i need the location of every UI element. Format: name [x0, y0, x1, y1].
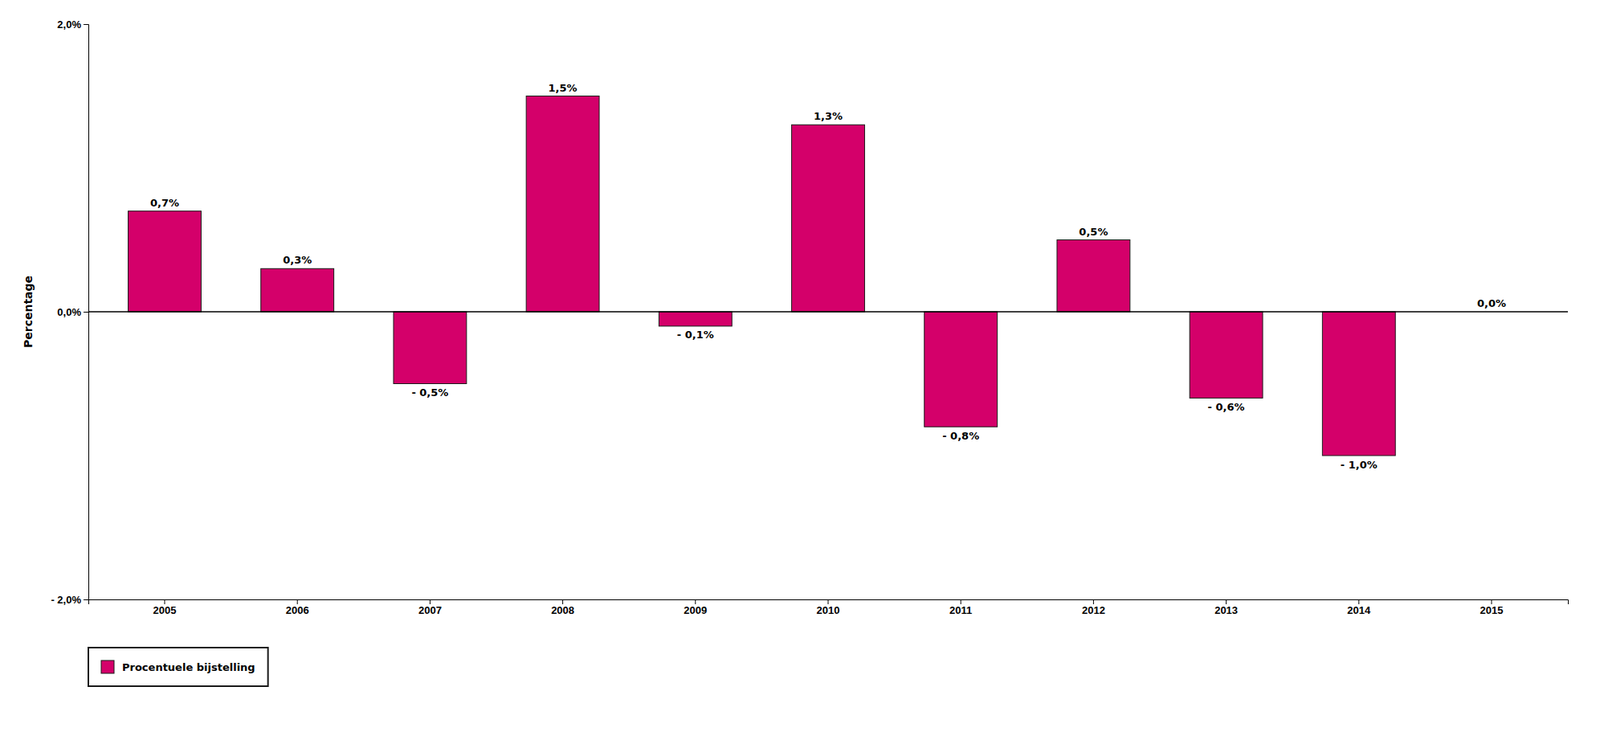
x-tick-mark [562, 599, 564, 605]
x-tick-mark [1491, 599, 1493, 605]
data-label: - 0,6% [1208, 400, 1245, 413]
data-label: - 0,8% [942, 429, 980, 442]
x-tick-mark [163, 599, 165, 605]
y-tick-label: - 2,0% [50, 593, 82, 606]
x-tick: 2015 [1480, 599, 1504, 617]
baseline [88, 310, 1568, 313]
x-axis-line [89, 600, 1569, 605]
bar [393, 311, 467, 384]
y-axis: - 2,0% 0,0% 2,0% [50, 18, 89, 606]
bar [924, 311, 998, 427]
y-tick: 2,0% [57, 18, 89, 31]
x-tick-mark [1358, 599, 1360, 605]
x-tick: 2007 [418, 599, 442, 617]
x-tick: 2013 [1214, 599, 1238, 617]
data-label: 0,5% [1078, 225, 1108, 238]
y-tick: - 2,0% [50, 593, 89, 606]
data-label: 1,5% [548, 81, 578, 94]
x-tick-label: 2015 [1480, 604, 1504, 617]
y-tick-mark [83, 599, 89, 600]
legend-frame [88, 647, 269, 686]
x-tick-mark [1225, 599, 1227, 605]
bar [1057, 240, 1131, 313]
x-tick-label: 2008 [551, 604, 575, 617]
x-tick: 2012 [1081, 599, 1106, 617]
x-tick-mark [960, 599, 962, 605]
y-tick-mark [83, 311, 89, 313]
x-tick: 2011 [949, 599, 972, 617]
data-labels: 0,7% 0,3% - 0,5% 1,5% - 0,1% 1,3% - 0,8% 0,5% - … [150, 81, 1507, 471]
x-tick: 2009 [683, 599, 707, 617]
chart: - 2,0%0,0%2,0%20052006200720082009201020… [0, 0, 1600, 736]
data-label: - 1,0% [1340, 458, 1378, 471]
y-axis-title: Percentage [21, 275, 35, 348]
x-tick-mark [1093, 599, 1094, 605]
bar [1322, 311, 1396, 456]
x-tick: 2014 [1346, 599, 1372, 617]
plot: - 2,0%0,0%2,0%20052006200720082009201020… [50, 18, 1568, 617]
x-tick-label: 2011 [949, 604, 972, 617]
data-label: - 0,5% [411, 386, 449, 399]
bar [791, 124, 866, 312]
x-tick: 2006 [285, 599, 310, 617]
x-tick-label: 2012 [1081, 604, 1106, 617]
x-tick-label: 2006 [285, 604, 310, 617]
data-label: 1,3% [813, 110, 843, 123]
x-tick: 2005 [153, 599, 177, 617]
bar [1189, 311, 1263, 398]
y-tick-label: 2,0% [57, 18, 82, 31]
x-tick: 2010 [816, 599, 841, 617]
x-tick-label: 2010 [816, 604, 841, 617]
x-tick-label: 2014 [1346, 604, 1372, 617]
data-label: 0,7% [150, 196, 180, 209]
bar [526, 96, 600, 313]
x-tick-label: 2007 [418, 604, 442, 617]
x-tick-mark [828, 599, 829, 605]
legend-label: Procentuele bijstelling [122, 661, 256, 674]
x-tick-label: 2005 [153, 604, 177, 617]
x-tick-mark [694, 599, 696, 605]
bar [128, 211, 202, 312]
legend: Procentuele bijstelling [88, 647, 269, 686]
bars [88, 96, 1568, 457]
y-tick-mark [83, 24, 89, 25]
x-axis: 2005 2006 2007 2008 2009 2010 2011 2012 2013 2014… [89, 599, 1569, 617]
data-label: - 0,1% [677, 328, 715, 341]
y-axis-line [83, 24, 90, 600]
x-tick-label: 2009 [683, 604, 707, 617]
data-label: 0,3% [282, 253, 312, 266]
y-tick: 0,0% [57, 306, 89, 319]
data-label: 0,0% [1477, 297, 1507, 310]
x-tick-mark [429, 599, 431, 605]
x-tick: 2008 [551, 599, 575, 617]
legend-swatch [101, 660, 115, 674]
x-tick-label: 2013 [1214, 604, 1238, 617]
x-tick-mark [297, 599, 298, 605]
bar [261, 268, 335, 312]
y-tick-label: 0,0% [57, 306, 82, 319]
bar [658, 311, 732, 327]
